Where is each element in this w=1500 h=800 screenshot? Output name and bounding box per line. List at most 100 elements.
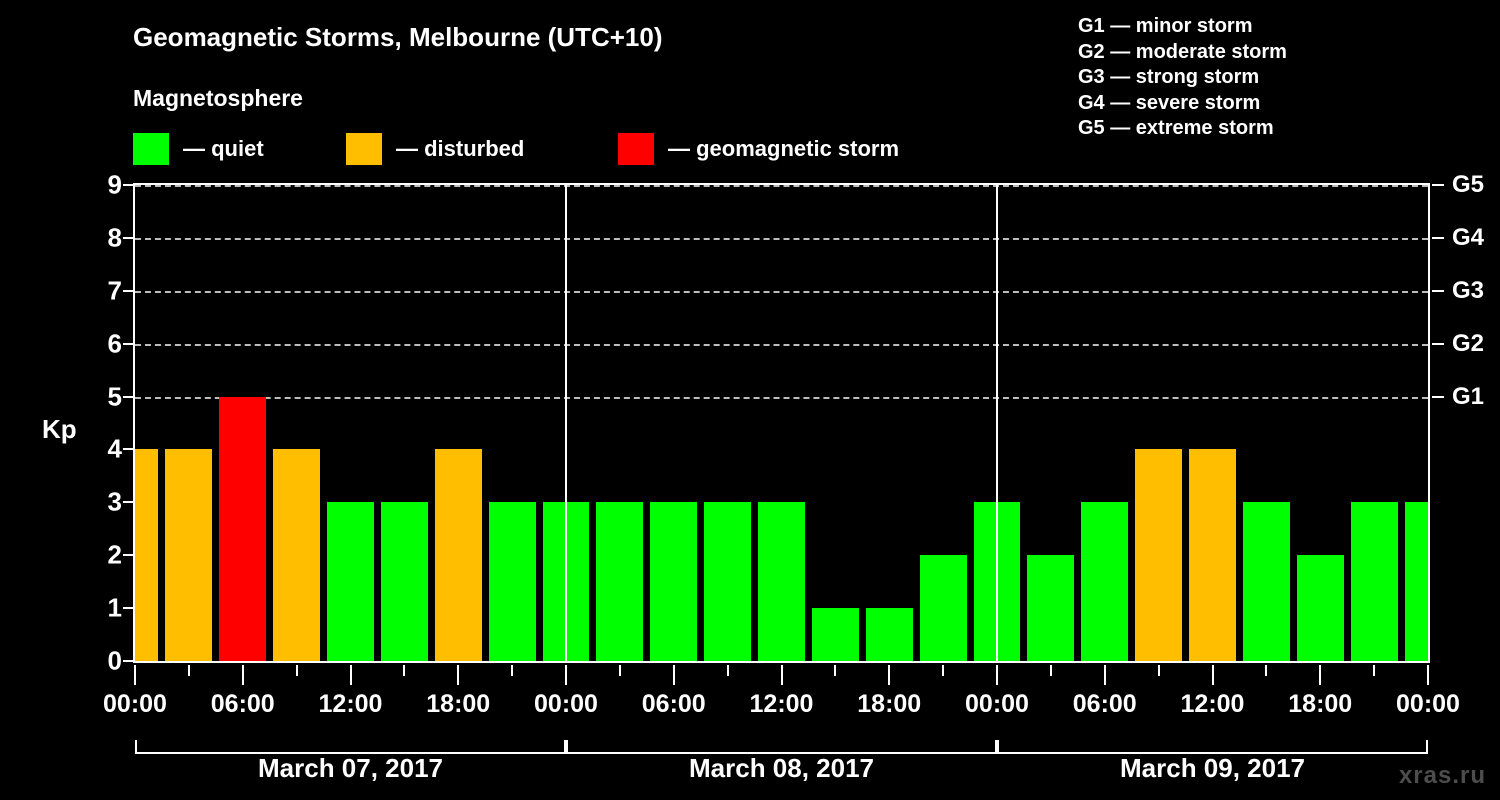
x-tick-label: 18:00	[857, 690, 922, 718]
y-tick-9	[123, 184, 135, 186]
bar	[135, 449, 159, 661]
g-tick-label-G2: G2	[1452, 329, 1485, 357]
gridline-kp-7	[135, 290, 1428, 293]
x-tick	[726, 665, 729, 676]
x-tick-label: 18:00	[426, 690, 491, 718]
x-tick	[1157, 665, 1160, 676]
y-tick-2	[123, 554, 135, 557]
x-tick	[780, 665, 783, 685]
bar	[1242, 502, 1290, 661]
bar	[380, 502, 428, 661]
x-tick-label: 06:00	[641, 690, 706, 718]
plot-area	[133, 183, 1430, 663]
gscale-legend: G1 — minor storm G2 — moderate storm G3 — …	[1078, 14, 1287, 142]
x-tick-label: 18:00	[1288, 690, 1353, 718]
x-tick	[457, 665, 460, 685]
bar	[919, 555, 967, 661]
x-tick	[1319, 665, 1322, 685]
y-tick-1	[123, 607, 135, 610]
day-label: March 07, 2017	[257, 753, 444, 783]
x-tick-label: 00:00	[965, 690, 1029, 718]
x-tick	[1049, 665, 1052, 676]
x-tick	[1211, 665, 1214, 685]
g-tick-G3	[1432, 289, 1444, 292]
g-tick-G1	[1432, 395, 1444, 398]
gridline-kp-5	[135, 396, 1428, 399]
gscale-row-3: G3 — strong storm	[1078, 66, 1260, 88]
gscale-row-1: G1 — minor storm	[1078, 15, 1253, 37]
g-tick-G2	[1432, 342, 1444, 345]
gridline-kp-8	[135, 237, 1428, 240]
chart-subtitle: Magnetosphere	[133, 85, 303, 111]
y-tick-5	[123, 395, 135, 398]
legend-label-disturbed: — disturbed	[396, 136, 525, 161]
g-tick-G4	[1432, 236, 1444, 239]
y-tick-4	[123, 448, 135, 451]
y-tick-label-5: 5	[107, 381, 122, 412]
x-tick	[349, 665, 352, 685]
bar	[165, 449, 213, 661]
x-tick	[1373, 665, 1376, 676]
x-tick-label: 06:00	[1072, 690, 1137, 718]
g-tick-label-G4: G4	[1452, 223, 1485, 251]
x-tick	[511, 665, 514, 676]
plot-inner	[135, 185, 1428, 661]
day-bracket	[997, 740, 1428, 754]
x-tick-label: 12:00	[318, 690, 383, 718]
g-tick-label-G3: G3	[1452, 276, 1485, 304]
legend-swatch-quiet	[133, 133, 169, 165]
y-tick-label-2: 2	[107, 539, 122, 570]
gscale-row-2: G2 — moderate storm	[1078, 40, 1287, 63]
bar	[273, 449, 321, 661]
day-label: March 09, 2017	[1119, 753, 1306, 783]
x-tick	[888, 665, 891, 685]
y-tick-label-4: 4	[107, 433, 122, 464]
watermark: xras.ru	[1398, 762, 1486, 789]
x-tick	[1103, 665, 1106, 685]
x-tick	[618, 665, 621, 676]
x-tick	[187, 665, 190, 676]
y-tick-6	[123, 342, 135, 345]
bar	[1350, 502, 1398, 661]
x-tick	[295, 665, 298, 676]
bar	[1189, 449, 1236, 661]
g-tick-label-G5: G5	[1452, 171, 1485, 198]
day-bracket	[566, 740, 997, 754]
x-tick	[403, 665, 406, 676]
x-tick	[565, 665, 567, 685]
g-tick-label-G1: G1	[1452, 382, 1485, 410]
x-tick	[672, 665, 675, 685]
x-tick-label: 00:00	[1396, 690, 1460, 718]
x-tick-label: 06:00	[210, 690, 275, 718]
legend-item-disturbed: — disturbed	[346, 133, 524, 165]
legend-item-quiet: — quiet	[133, 133, 264, 165]
gridline-kp-6	[135, 343, 1428, 346]
bar	[1135, 449, 1183, 661]
y-tick-label-8: 8	[107, 222, 122, 253]
bar	[811, 608, 859, 661]
bar	[488, 502, 536, 661]
legend-label-quiet: — quiet	[183, 136, 264, 161]
x-tick-label: 12:00	[1180, 690, 1245, 718]
bar	[434, 449, 482, 661]
y-tick-3	[123, 501, 135, 504]
gridline-kp-9	[135, 185, 1428, 187]
legend-label-geomagnetic-storm: — geomagnetic storm	[668, 136, 900, 161]
page-title: Geomagnetic Storms, Melbourne (UTC+10)	[133, 22, 663, 52]
x-tick-label: 00:00	[534, 690, 598, 718]
y-tick-7	[123, 289, 135, 292]
y-tick-label-0: 0	[107, 645, 122, 676]
x-tick	[241, 665, 244, 685]
bar	[865, 608, 913, 661]
day-separator-1	[565, 185, 567, 661]
x-tick	[834, 665, 837, 676]
day-separator-2	[996, 185, 998, 661]
bar	[650, 502, 698, 661]
bar	[219, 396, 267, 661]
y-tick-label-3: 3	[107, 486, 122, 517]
bar	[704, 502, 752, 661]
y-tick-0	[123, 660, 135, 662]
x-tick	[134, 665, 136, 685]
bar	[1404, 502, 1428, 661]
